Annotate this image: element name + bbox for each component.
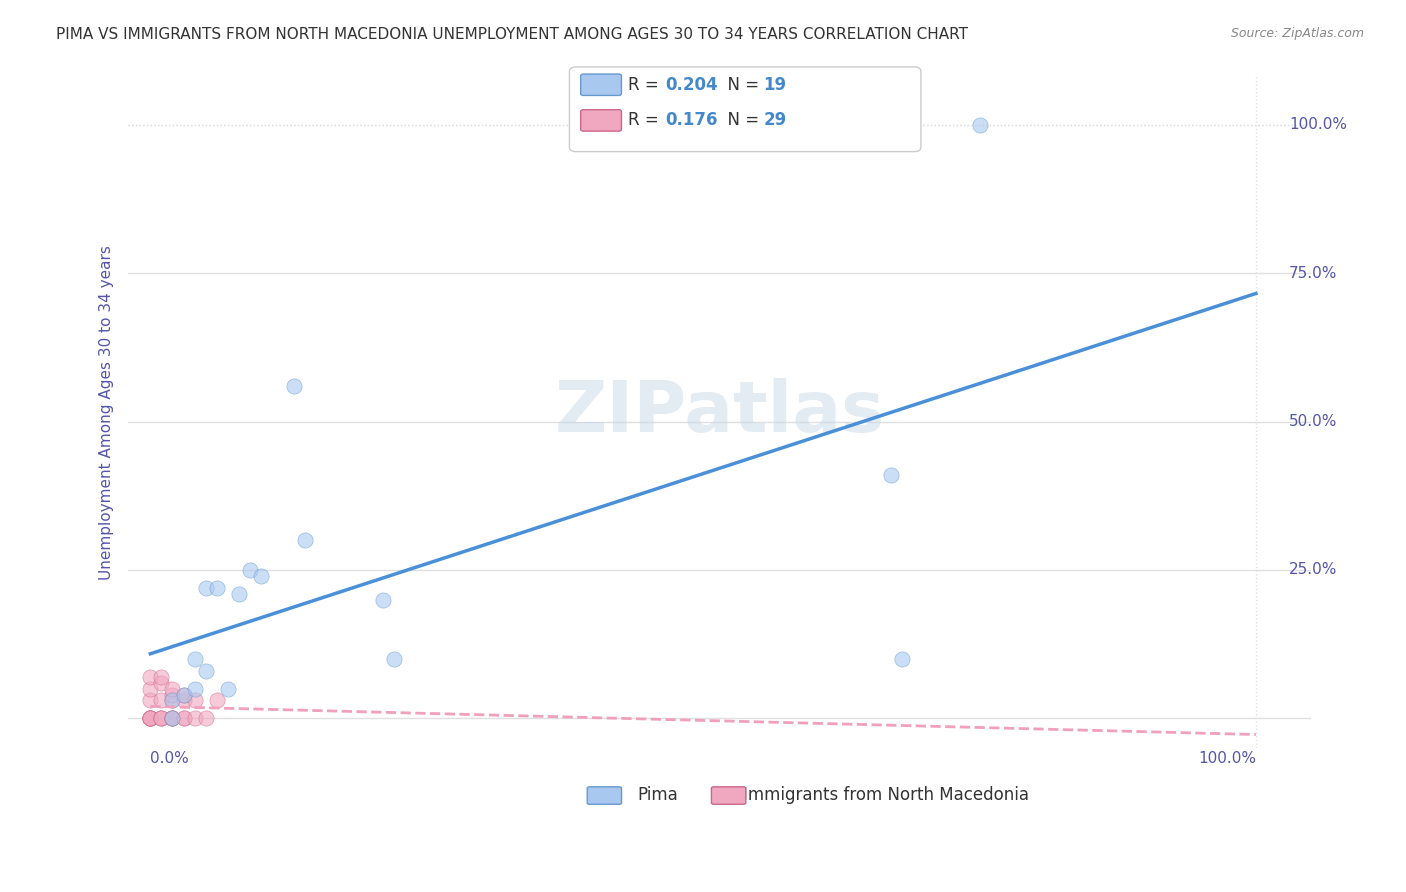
Text: N =: N = <box>717 111 765 128</box>
Point <box>150 711 173 725</box>
Point <box>228 587 250 601</box>
Text: 75.0%: 75.0% <box>1289 266 1337 281</box>
Point <box>183 693 205 707</box>
Point <box>162 711 184 725</box>
Text: 50.0%: 50.0% <box>1289 414 1337 429</box>
Point <box>294 533 316 548</box>
Point <box>162 711 184 725</box>
Point <box>183 652 205 666</box>
Point <box>205 581 228 595</box>
Point <box>239 563 262 577</box>
Point <box>173 711 195 725</box>
Point <box>139 711 162 725</box>
Point <box>382 652 405 666</box>
Text: 25.0%: 25.0% <box>1289 563 1337 577</box>
Point <box>173 693 195 707</box>
Point <box>880 468 903 483</box>
Point <box>139 670 162 684</box>
Point <box>139 711 162 725</box>
Point <box>173 711 195 725</box>
Text: 29: 29 <box>763 111 787 128</box>
Text: Source: ZipAtlas.com: Source: ZipAtlas.com <box>1230 27 1364 40</box>
Point <box>139 711 162 725</box>
Point <box>150 711 173 725</box>
Point <box>162 693 184 707</box>
Text: 0.176: 0.176 <box>665 111 717 128</box>
Text: N =: N = <box>717 76 765 94</box>
Y-axis label: Unemployment Among Ages 30 to 34 years: Unemployment Among Ages 30 to 34 years <box>100 245 114 580</box>
Text: R =: R = <box>628 111 665 128</box>
Point <box>183 681 205 696</box>
Text: 0.204: 0.204 <box>665 76 717 94</box>
Point <box>891 652 914 666</box>
FancyBboxPatch shape <box>711 787 745 805</box>
Text: 0.0%: 0.0% <box>150 751 190 766</box>
Text: Immigrants from North Macedonia: Immigrants from North Macedonia <box>744 786 1029 804</box>
Point <box>283 379 305 393</box>
Point <box>150 693 173 707</box>
Point <box>162 711 184 725</box>
Point <box>162 693 184 707</box>
Point <box>139 681 162 696</box>
Text: Pima: Pima <box>637 786 678 804</box>
Point <box>194 664 217 678</box>
Point <box>173 688 195 702</box>
Point <box>139 711 162 725</box>
Point <box>139 693 162 707</box>
Text: R =: R = <box>628 76 665 94</box>
FancyBboxPatch shape <box>588 787 621 805</box>
Point <box>194 581 217 595</box>
Text: ZIPatlas: ZIPatlas <box>554 378 884 447</box>
Point <box>371 592 394 607</box>
Point <box>150 711 173 725</box>
Point <box>205 693 228 707</box>
Text: PIMA VS IMMIGRANTS FROM NORTH MACEDONIA UNEMPLOYMENT AMONG AGES 30 TO 34 YEARS C: PIMA VS IMMIGRANTS FROM NORTH MACEDONIA … <box>56 27 969 42</box>
Point <box>162 681 184 696</box>
Point <box>250 569 273 583</box>
Point <box>162 688 184 702</box>
Point <box>217 681 239 696</box>
Point <box>969 118 991 132</box>
Text: 19: 19 <box>763 76 786 94</box>
Point <box>173 688 195 702</box>
Text: 100.0%: 100.0% <box>1198 751 1256 766</box>
Point <box>183 711 205 725</box>
Point <box>150 670 173 684</box>
Point <box>139 711 162 725</box>
Text: 100.0%: 100.0% <box>1289 118 1347 132</box>
Point <box>162 711 184 725</box>
Point <box>139 711 162 725</box>
Point <box>194 711 217 725</box>
Point <box>150 675 173 690</box>
